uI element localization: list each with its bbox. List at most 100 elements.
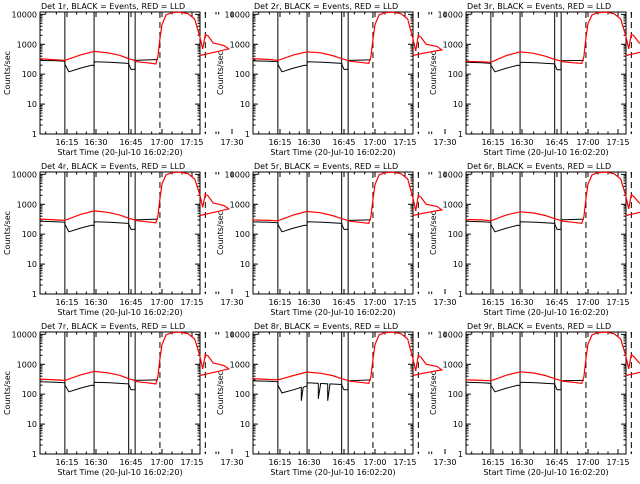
x-axis-label: Start Time (20-Jul-10 16:02:20) <box>57 148 182 157</box>
y-axis-label: Counts/sec <box>216 371 225 415</box>
y-tick-label: 1 <box>458 450 463 459</box>
x-tick-label: 16:30 <box>297 298 320 307</box>
x-tick-label: 16:45 <box>545 138 568 147</box>
x-tick-label: 16:15 <box>268 138 291 147</box>
x-tick-label: 16:15 <box>481 458 504 467</box>
panel-det-9: Det 9r, BLACK = Events, RED = LLD 1 10 100 1… <box>429 322 640 477</box>
x-tick-label: 17:00 <box>150 138 173 147</box>
plot-frame <box>465 331 627 455</box>
plot-frame <box>39 11 201 135</box>
y-tick-label: 1000 <box>230 360 250 369</box>
plot-frame <box>465 171 627 295</box>
x-tick-label: 17:00 <box>363 138 386 147</box>
plot-frame <box>39 171 201 295</box>
panel-title: Det 7r, BLACK = Events, RED = LLD <box>41 322 185 331</box>
y-tick-label: 1000 <box>443 360 463 369</box>
y-tick-label: 1 <box>458 130 463 139</box>
x-tick-label: 17:30 <box>433 138 456 147</box>
panel-title: Det 8r, BLACK = Events, RED = LLD <box>254 322 398 331</box>
events-series-line <box>39 59 158 73</box>
x-tick-label: 16:30 <box>84 298 107 307</box>
y-tick-label: 1 <box>32 450 37 459</box>
x-tick-label: 17:15 <box>180 298 203 307</box>
y-tick-label: 10000 <box>12 170 37 179</box>
lld-series-line <box>465 331 640 385</box>
x-tick-label: 16:15 <box>55 458 78 467</box>
x-tick-label: 17:00 <box>576 298 599 307</box>
panel-title: Det 4r, BLACK = Events, RED = LLD <box>41 162 185 171</box>
x-tick-label: 16:15 <box>481 138 504 147</box>
y-tick-label: 10 <box>240 260 250 269</box>
y-axis-label: Counts/sec <box>429 51 438 95</box>
y-tick-label: 10000 <box>12 10 37 19</box>
y-axis-label: Counts/sec <box>3 51 12 95</box>
y-tick-label: 1 <box>245 450 250 459</box>
y-axis-label: Counts/sec <box>216 211 225 255</box>
panel-det-7: Det 7r, BLACK = Events, RED = LLD 1 10 100 1… <box>3 322 244 477</box>
y-axis-label: Counts/sec <box>429 211 438 255</box>
x-tick-label: 17:30 <box>220 458 243 467</box>
events-series-line <box>252 59 371 73</box>
x-tick-label: 17:30 <box>220 138 243 147</box>
y-tick-label: 100 <box>235 230 250 239</box>
lld-series-line <box>39 11 231 65</box>
lld-series-line <box>252 331 444 385</box>
y-tick-label: 10000 <box>12 330 37 339</box>
x-tick-label: 17:15 <box>606 138 629 147</box>
y-tick-label: 1000 <box>443 40 463 49</box>
lld-series-line <box>465 171 640 225</box>
y-tick-label: 10 <box>27 100 37 109</box>
y-tick-label: 1 <box>32 290 37 299</box>
x-tick-label: 17:00 <box>363 298 386 307</box>
y-tick-label: 10 <box>27 420 37 429</box>
y-tick-label: 100 <box>22 230 37 239</box>
y-tick-label: 1000 <box>17 200 37 209</box>
y-tick-label: 10 <box>453 420 463 429</box>
x-axis-label: Start Time (20-Jul-10 16:02:20) <box>483 308 608 317</box>
x-axis-label: Start Time (20-Jul-10 16:02:20) <box>57 308 182 317</box>
x-tick-label: 17:00 <box>363 458 386 467</box>
y-tick-label: 10 <box>453 260 463 269</box>
y-tick-label: 10000 <box>225 330 250 339</box>
x-tick-label: 17:30 <box>433 458 456 467</box>
x-tick-label: 17:15 <box>180 138 203 147</box>
y-tick-label: 1000 <box>230 200 250 209</box>
y-tick-label: 10 <box>240 420 250 429</box>
y-tick-label: 100 <box>22 70 37 79</box>
x-tick-label: 17:00 <box>576 138 599 147</box>
y-tick-label: 10000 <box>225 10 250 19</box>
x-tick-label: 16:30 <box>297 458 320 467</box>
x-tick-label: 16:45 <box>545 458 568 467</box>
x-tick-label: 16:45 <box>332 298 355 307</box>
events-series-line <box>39 379 158 393</box>
x-tick-label: 16:45 <box>545 298 568 307</box>
x-axis-label: Start Time (20-Jul-10 16:02:20) <box>483 468 608 477</box>
events-series-line <box>465 379 584 393</box>
x-tick-label: 16:15 <box>268 298 291 307</box>
lld-series-line <box>39 171 231 224</box>
lld-series-line <box>252 11 444 65</box>
x-tick-label: 17:30 <box>220 298 243 307</box>
x-tick-label: 16:30 <box>510 458 533 467</box>
x-tick-label: 16:45 <box>119 458 142 467</box>
panel-det-3: Det 3r, BLACK = Events, RED = LLD 1 10 100 1… <box>429 2 640 157</box>
x-tick-label: 16:15 <box>268 458 291 467</box>
panel-det-2: Det 2r, BLACK = Events, RED = LLD 1 10 100 1… <box>216 2 457 157</box>
y-tick-label: 100 <box>448 70 463 79</box>
events-series-line <box>252 379 371 401</box>
x-tick-label: 16:45 <box>332 458 355 467</box>
y-tick-label: 1 <box>32 130 37 139</box>
x-tick-label: 17:00 <box>150 298 173 307</box>
y-tick-label: 100 <box>448 390 463 399</box>
x-axis-label: Start Time (20-Jul-10 16:02:20) <box>270 308 395 317</box>
x-tick-label: 16:45 <box>119 138 142 147</box>
y-tick-label: 100 <box>235 390 250 399</box>
x-tick-label: 16:30 <box>84 138 107 147</box>
y-tick-label: 10 <box>27 260 37 269</box>
x-axis-label: Start Time (20-Jul-10 16:02:20) <box>270 148 395 157</box>
x-tick-label: 17:30 <box>433 298 456 307</box>
events-series-line <box>252 219 371 233</box>
x-tick-label: 17:00 <box>576 458 599 467</box>
